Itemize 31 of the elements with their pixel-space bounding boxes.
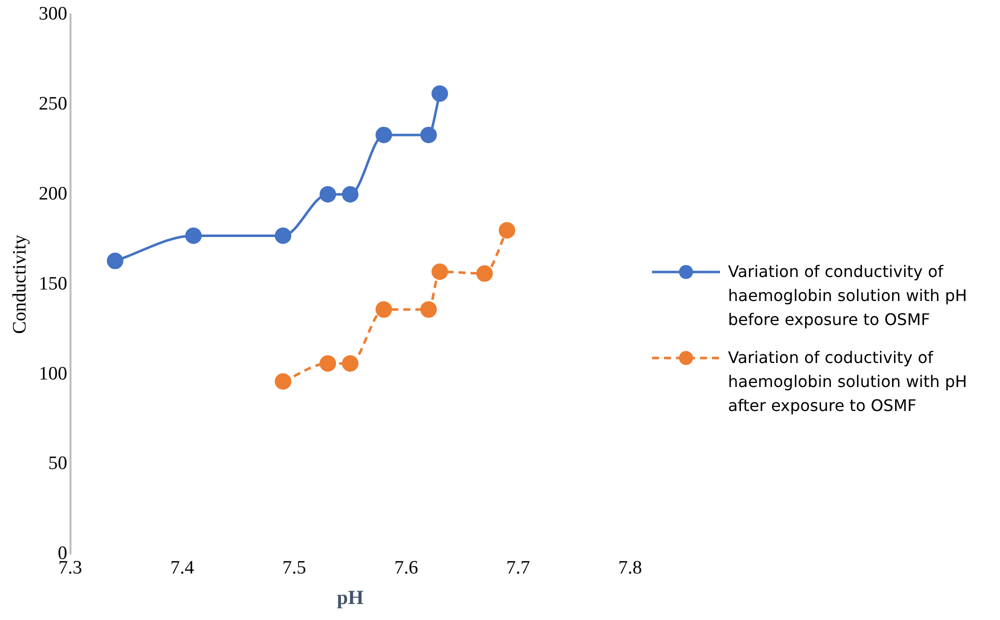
x-tick-label: 7.8 xyxy=(618,558,642,579)
point xyxy=(376,301,392,318)
x-axis-title: pH xyxy=(336,587,364,610)
point xyxy=(342,186,358,203)
x-tick-label: 7.6 xyxy=(394,558,418,579)
point xyxy=(274,373,292,390)
x-tick-label: 7.7 xyxy=(506,558,530,579)
legend-label: Variation of conductivity of haemoglobin solution with pH before exposure to OSMF xyxy=(728,261,968,331)
point xyxy=(432,85,448,102)
point xyxy=(498,222,516,239)
y-tick-label: 50 xyxy=(48,453,68,474)
point xyxy=(420,301,437,318)
x-tick-label: 7.5 xyxy=(282,558,306,579)
point xyxy=(420,126,437,144)
y-tick-label: 150 xyxy=(38,273,68,294)
x-tick-label: 7.4 xyxy=(170,558,195,579)
point xyxy=(185,227,202,244)
y-tick-label: 300 xyxy=(38,3,68,24)
point xyxy=(320,355,336,372)
point xyxy=(476,265,493,282)
legend-label: Variation of coductivity of haemoglobin solution with pH after exposure to OSMF xyxy=(728,347,968,417)
point xyxy=(274,227,292,244)
point xyxy=(376,126,392,144)
y-tick-label: 200 xyxy=(38,183,68,204)
y-tick-label: 100 xyxy=(38,363,68,384)
y-axis-title: Conductivity xyxy=(9,234,30,334)
point xyxy=(320,186,336,203)
point xyxy=(342,355,358,372)
point xyxy=(432,263,448,280)
point xyxy=(106,252,124,270)
y-tick-label: 250 xyxy=(38,93,68,114)
